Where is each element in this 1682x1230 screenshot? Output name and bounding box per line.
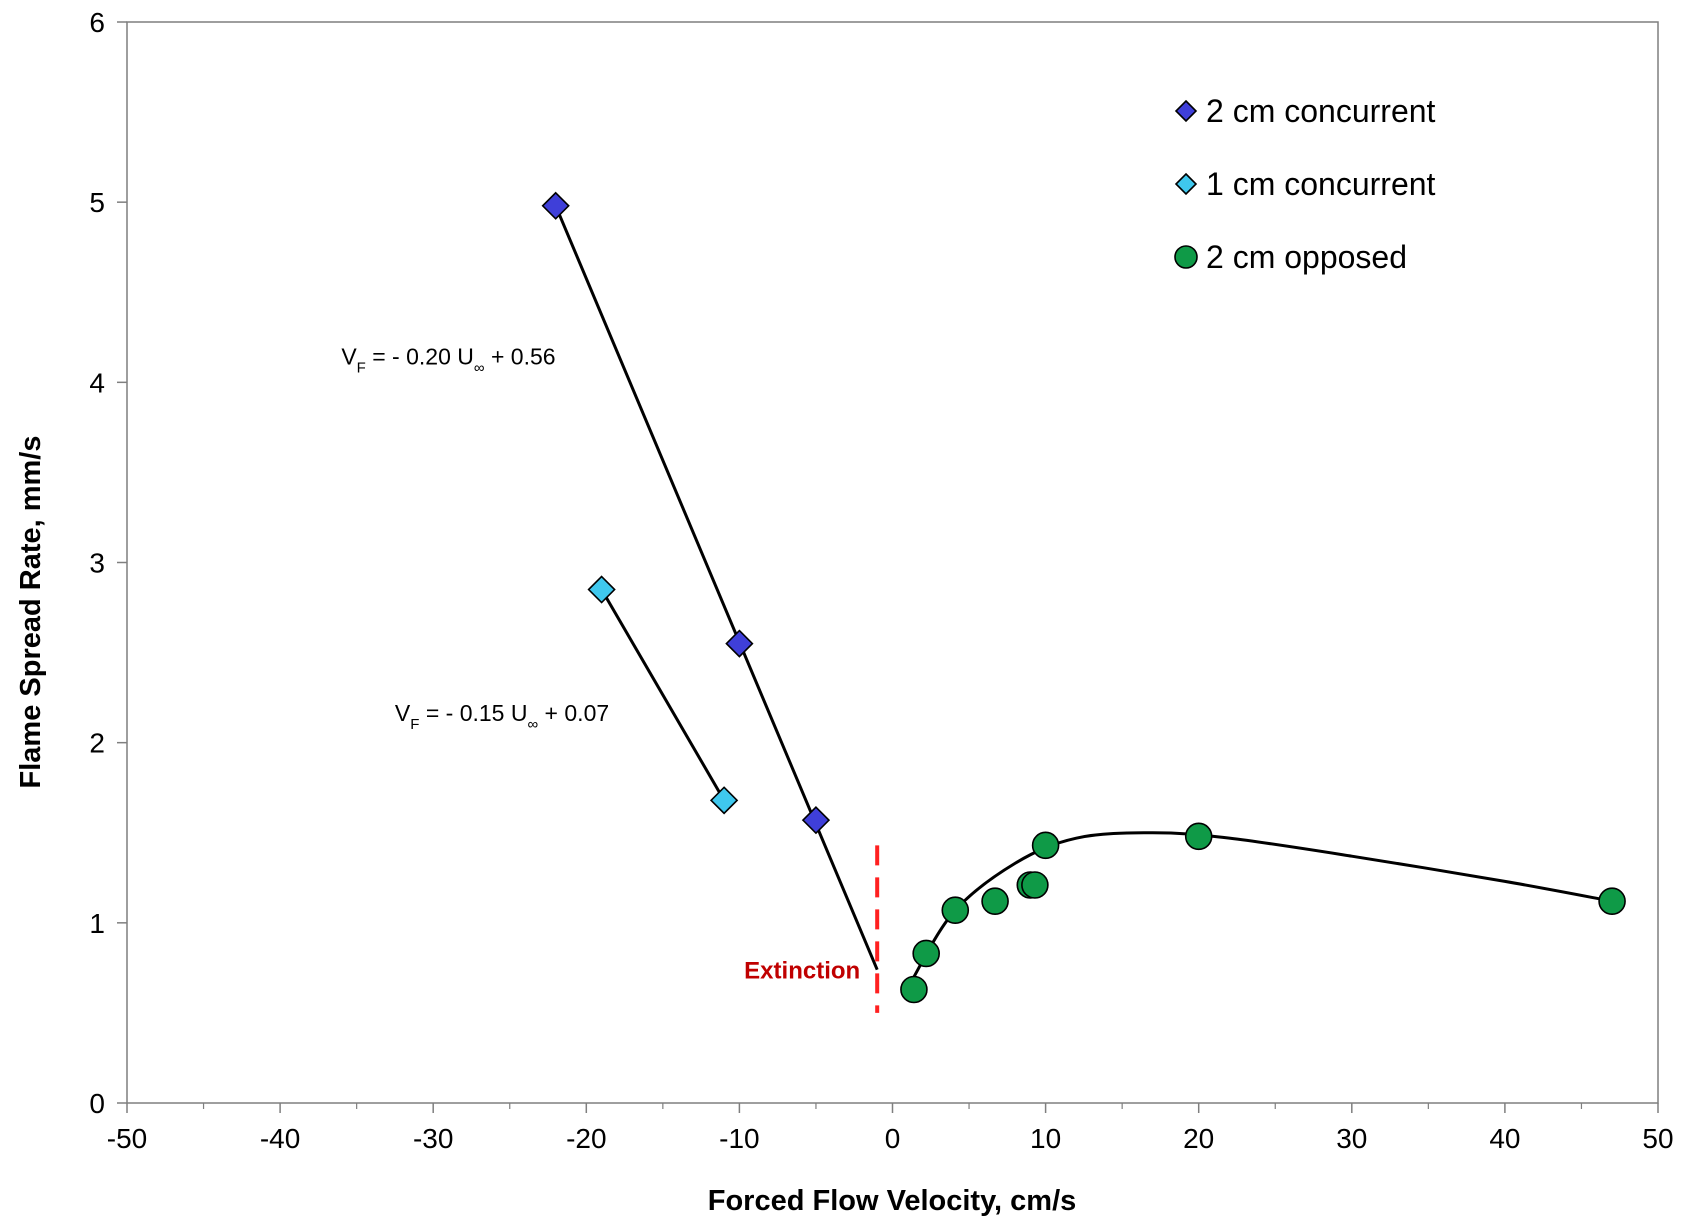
point-series-3 bbox=[912, 939, 940, 968]
equation-eq2: VF = - 0.15 U∞ + 0.07 bbox=[395, 700, 609, 733]
x-tick-label: 0 bbox=[885, 1123, 901, 1154]
legend-marker-1 bbox=[1174, 99, 1198, 123]
legend-marker-3 bbox=[1174, 245, 1198, 269]
point-series-3 bbox=[941, 896, 970, 925]
point-series-3 bbox=[1184, 822, 1213, 851]
x-tick-label: 40 bbox=[1489, 1123, 1520, 1154]
point-series-1 bbox=[541, 191, 570, 220]
point-series-2 bbox=[587, 575, 616, 604]
point-series-3 bbox=[1598, 887, 1626, 916]
point-series-1 bbox=[801, 806, 831, 835]
point-series-1 bbox=[725, 629, 754, 658]
x-tick-label: -10 bbox=[719, 1123, 759, 1154]
x-tick-label: 50 bbox=[1642, 1123, 1673, 1154]
fit-lines bbox=[554, 205, 1613, 984]
fit-line-1 bbox=[554, 205, 879, 971]
y-tick-label: 5 bbox=[89, 187, 105, 218]
legend-label-1: 2 cm concurrent bbox=[1206, 93, 1436, 129]
point-series-3 bbox=[1031, 831, 1060, 860]
point-series-3 bbox=[1021, 871, 1049, 899]
fit-line-3 bbox=[909, 831, 1613, 984]
point-series-2 bbox=[709, 786, 739, 815]
x-tick-label: -40 bbox=[260, 1123, 300, 1154]
y-tick-label: 4 bbox=[89, 367, 105, 398]
y-tick-label: 6 bbox=[89, 7, 105, 38]
fit-line-2 bbox=[600, 588, 726, 802]
point-series-3 bbox=[981, 887, 1009, 916]
equation-eq1: VF = - 0.20 U∞ + 0.56 bbox=[341, 343, 555, 376]
annotations: Extinction VF = - 0.20 U∞ + 0.56 VF = - 0.… bbox=[341, 343, 880, 1013]
legend: 2 cm concurrent 1 cm concurrent 2 cm oppos… bbox=[1174, 93, 1436, 275]
x-tick-label: 30 bbox=[1336, 1123, 1367, 1154]
y-tick-label: 3 bbox=[89, 548, 105, 579]
extinction-label: Extinction bbox=[744, 958, 860, 985]
y-axis-title: Flame Spread Rate, mm/s bbox=[15, 436, 47, 789]
y-tick-label: 1 bbox=[89, 908, 105, 939]
x-axis-title: Forced Flow Velocity, cm/s bbox=[708, 1185, 1077, 1217]
x-tick-label: -30 bbox=[413, 1123, 453, 1154]
y-tick-label: 2 bbox=[89, 728, 105, 759]
legend-label-3: 2 cm opposed bbox=[1206, 239, 1407, 275]
axes: -50 -40 -30 -20 -10 0 10 20 30 40 50 0 1 2 3 4 5 6 bbox=[89, 7, 1673, 1154]
legend-label-2: 1 cm concurrent bbox=[1206, 166, 1436, 202]
x-tick-label: 10 bbox=[1030, 1123, 1061, 1154]
x-tick-label: -20 bbox=[566, 1123, 606, 1154]
point-series-3 bbox=[900, 975, 928, 1004]
legend-marker-2 bbox=[1174, 172, 1198, 196]
y-tick-label: 0 bbox=[89, 1088, 105, 1119]
x-tick-label: -50 bbox=[107, 1123, 147, 1154]
data-points bbox=[541, 191, 1626, 1004]
x-tick-label: 20 bbox=[1183, 1123, 1214, 1154]
